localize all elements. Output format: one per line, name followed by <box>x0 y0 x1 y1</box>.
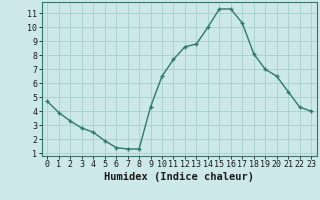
X-axis label: Humidex (Indice chaleur): Humidex (Indice chaleur) <box>104 172 254 182</box>
